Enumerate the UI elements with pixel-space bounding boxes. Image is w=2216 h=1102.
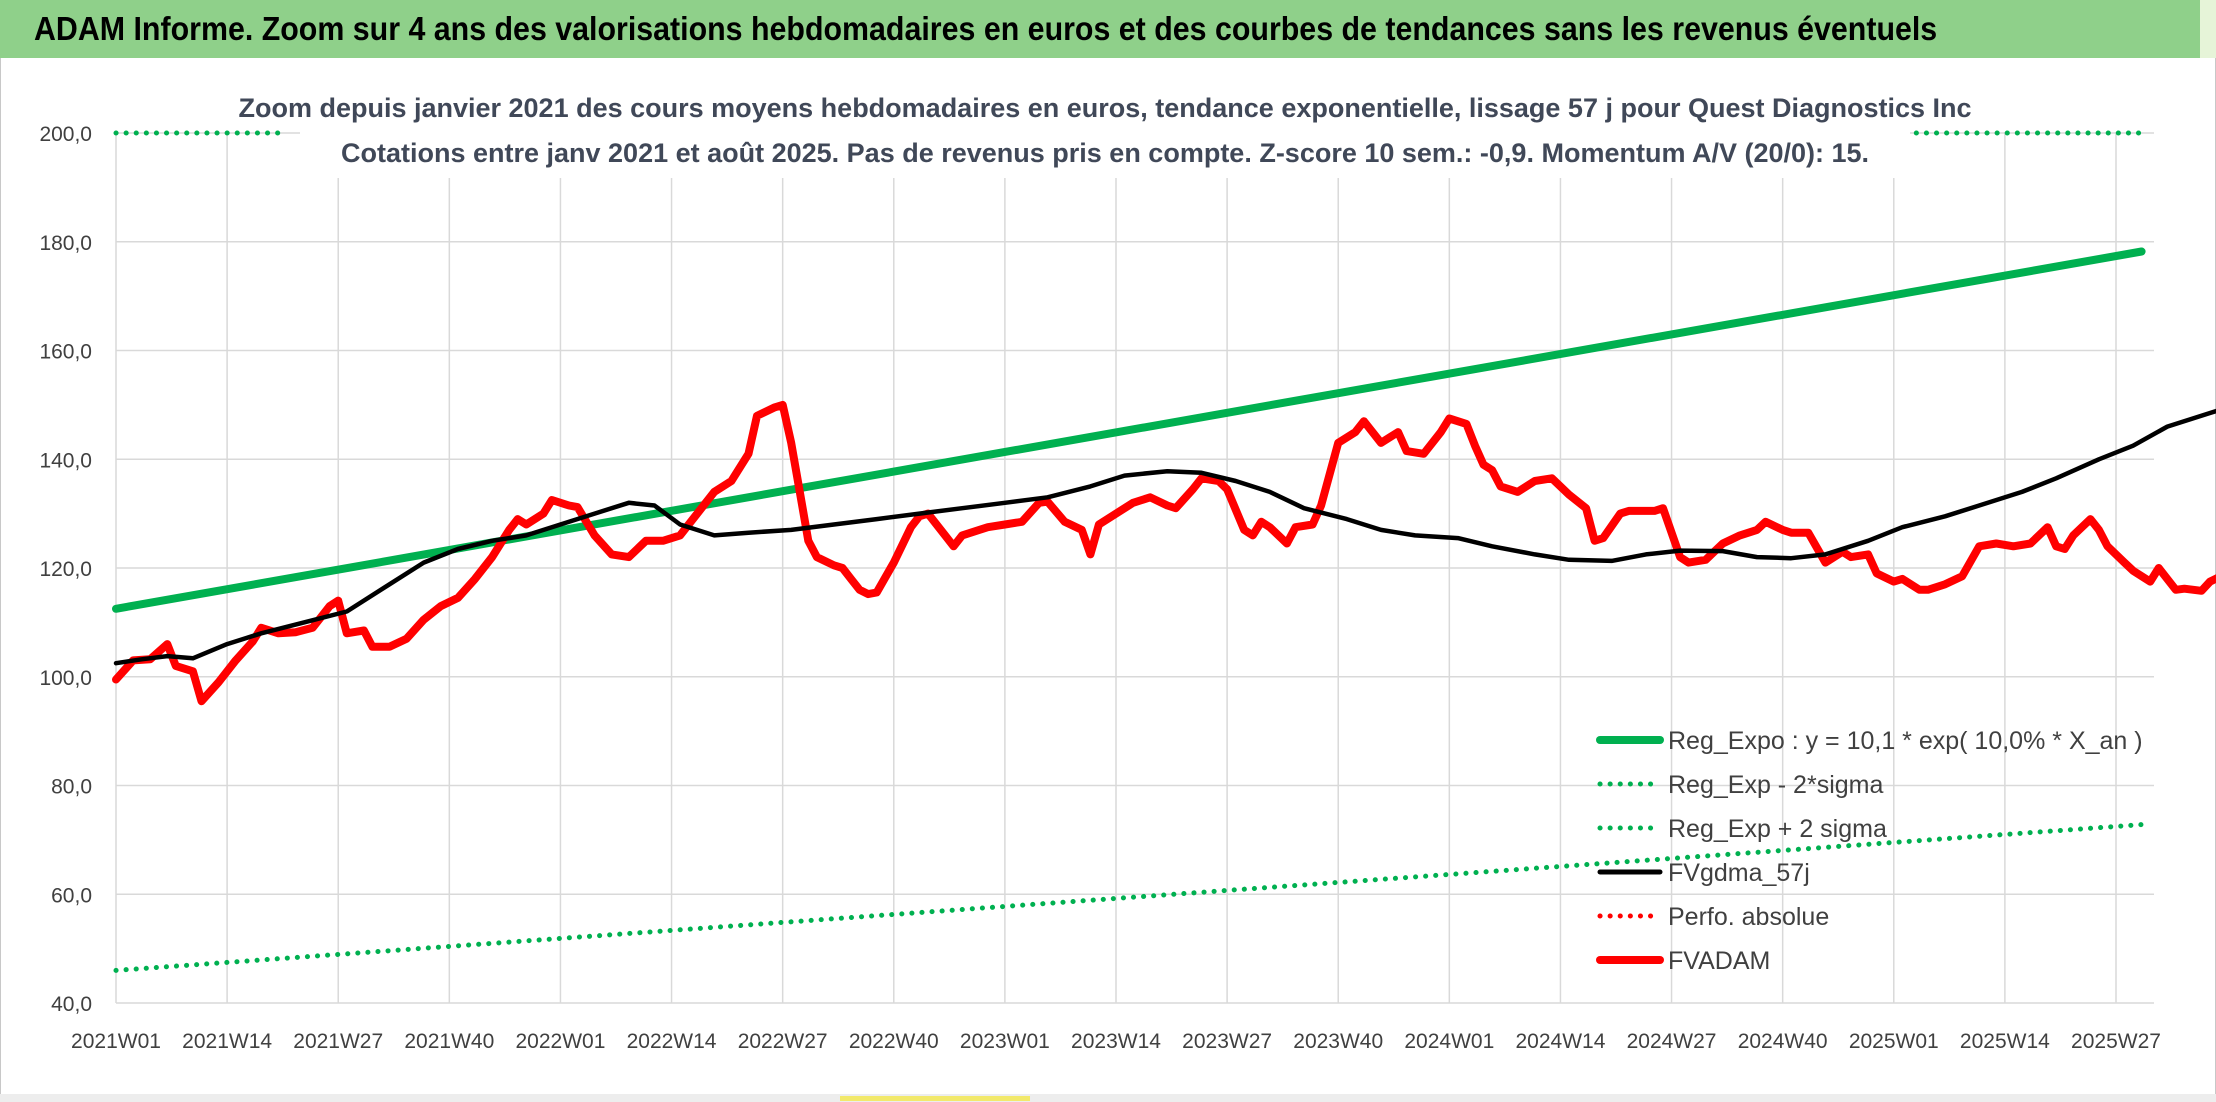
x-tick-label: 2025W27 bbox=[2071, 1030, 2161, 1053]
header-title: ADAM Informe. Zoom sur 4 ans des valoris… bbox=[34, 10, 1938, 47]
x-tick-label: 2024W14 bbox=[1515, 1030, 1605, 1053]
y-tick-label: 120,0 bbox=[39, 558, 92, 581]
x-tick-label: 2023W14 bbox=[1071, 1030, 1161, 1053]
x-tick-label: 2022W27 bbox=[738, 1030, 828, 1053]
legend-label: Perfo. absolue bbox=[1668, 903, 1829, 931]
y-tick-label: 80,0 bbox=[51, 776, 92, 799]
title-backdrop bbox=[300, 80, 1910, 178]
x-tick-label: 2024W40 bbox=[1738, 1030, 1828, 1053]
axis-layer: 40,0 60,0 80,0 100,0 120,0 140,0 160,0 180,0 200… bbox=[39, 123, 2161, 1053]
y-tick-label: 60,0 bbox=[51, 884, 92, 907]
series-reg-exp-2-sigma bbox=[113, 822, 2145, 973]
x-tick-label: 2021W27 bbox=[293, 1030, 383, 1053]
x-tick-label: 2024W01 bbox=[1404, 1030, 1494, 1053]
x-tick-label: 2022W40 bbox=[849, 1030, 939, 1053]
legend: Reg_Expo : y = 10,1 * exp( 10,0% * X_an … bbox=[1596, 727, 2143, 975]
series-fvadam bbox=[112, 400, 2216, 706]
legend-label: FVgdma_57j bbox=[1668, 859, 1810, 887]
legend-label: Reg_Exp + 2 sigma bbox=[1668, 815, 1887, 843]
chart-title: Zoom depuis janvier 2021 des cours moyen… bbox=[238, 93, 1971, 123]
x-tick-label: 2025W01 bbox=[1849, 1030, 1939, 1053]
x-tick-label: 2021W14 bbox=[182, 1030, 272, 1053]
y-tick-label: 200,0 bbox=[39, 123, 92, 146]
header-bar: ADAM Informe. Zoom sur 4 ans des valoris… bbox=[0, 0, 2200, 58]
header-accent bbox=[2200, 0, 2216, 58]
y-tick-label: 180,0 bbox=[39, 232, 92, 255]
series-layer bbox=[112, 130, 2216, 973]
y-tick-label: 160,0 bbox=[39, 341, 92, 364]
y-tick-label: 100,0 bbox=[39, 667, 92, 690]
x-tick-label: 2021W01 bbox=[71, 1030, 161, 1053]
x-tick-label: 2023W40 bbox=[1293, 1030, 1383, 1053]
y-tick-label: 40,0 bbox=[51, 993, 92, 1016]
title-layer: Zoom depuis janvier 2021 des cours moyen… bbox=[238, 80, 1972, 178]
y-tick-label: 140,0 bbox=[39, 449, 92, 472]
x-tick-label: 2021W40 bbox=[404, 1030, 494, 1053]
x-tick-label: 2023W01 bbox=[960, 1030, 1050, 1053]
series-fvgdma-57j bbox=[113, 408, 2216, 666]
legend-label: Reg_Exp - 2*sigma bbox=[1668, 771, 1883, 799]
x-tick-label: 2024W27 bbox=[1627, 1030, 1717, 1053]
grid-layer bbox=[115, 132, 2154, 1004]
x-tick-label: 2023W27 bbox=[1182, 1030, 1272, 1053]
bottom-strip bbox=[0, 1094, 2216, 1102]
x-tick-label: 2022W01 bbox=[515, 1030, 605, 1053]
x-tick-label: 2022W14 bbox=[627, 1030, 717, 1053]
chart-subtitle: Cotations entre janv 2021 et août 2025. … bbox=[341, 138, 1869, 168]
legend-label: FVADAM bbox=[1668, 947, 1770, 975]
bottom-strip-mark bbox=[840, 1096, 1030, 1101]
x-tick-label: 2025W14 bbox=[1960, 1030, 2050, 1053]
legend-label: Reg_Expo : y = 10,1 * exp( 10,0% * X_an … bbox=[1668, 727, 2143, 755]
